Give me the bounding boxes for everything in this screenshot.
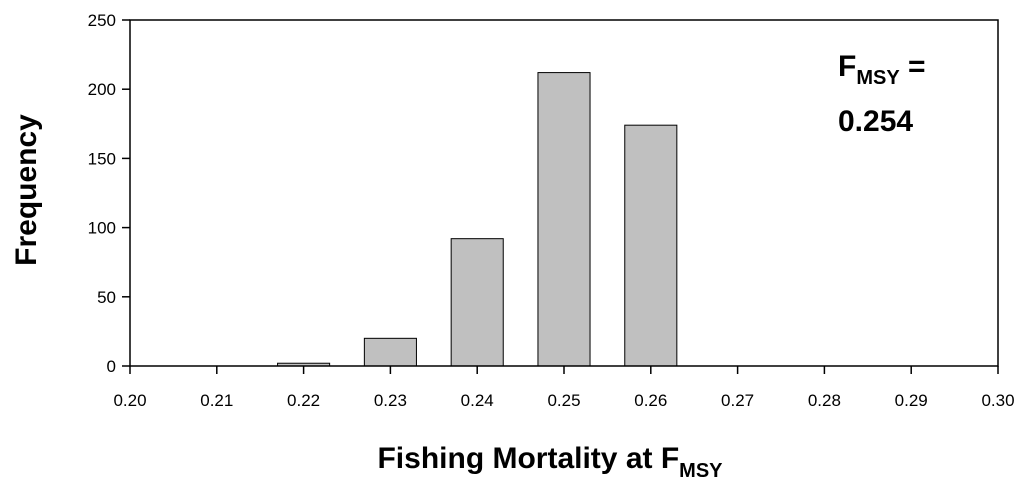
x-axis-ticks: 0.20 0.21 0.22 0.23 0.24 0.25 0.26 0.27 0.28 0.29… (113, 366, 1015, 410)
x-tick-label: 0.26 (634, 391, 667, 410)
x-tick-label: 0.23 (374, 391, 407, 410)
annotation-subscript: MSY (856, 67, 900, 89)
x-tick-label: 0.25 (547, 391, 580, 410)
x-tick-label: 0.27 (721, 391, 754, 410)
x-tick-label: 0.22 (287, 391, 320, 410)
x-tick-label: 0.30 (981, 391, 1014, 410)
annotation-equals: = (900, 50, 926, 83)
x-tick-label: 0.21 (200, 391, 233, 410)
x-axis-title-subscript: MSY (679, 460, 723, 482)
y-tick-label: 100 (88, 219, 116, 238)
bar-0.25 (537, 72, 591, 367)
bar-0.26 (624, 124, 678, 367)
y-tick-label: 0 (107, 357, 116, 376)
y-tick-label: 200 (88, 80, 116, 99)
bar-0.24 (450, 238, 504, 367)
y-tick-label: 50 (97, 288, 116, 307)
annotation-fmsy-label: FMSY = (838, 50, 926, 89)
x-axis-title-main: Fishing Mortality at F (377, 442, 679, 475)
bar-0.23 (363, 337, 417, 367)
x-tick-label: 0.28 (808, 391, 841, 410)
y-axis-title: Frequency (10, 114, 43, 266)
x-tick-label: 0.24 (461, 391, 494, 410)
x-tick-label: 0.20 (113, 391, 146, 410)
bars (277, 72, 678, 367)
x-axis-title: Fishing Mortality at FMSY (377, 442, 723, 482)
y-axis-ticks: 0 50 100 150 200 250 (88, 11, 130, 376)
annotation-fmsy-value: 0.254 (838, 105, 913, 138)
y-tick-label: 250 (88, 11, 116, 30)
annotation-main: F (838, 50, 856, 83)
y-tick-label: 150 (88, 149, 116, 168)
x-tick-label: 0.29 (895, 391, 928, 410)
